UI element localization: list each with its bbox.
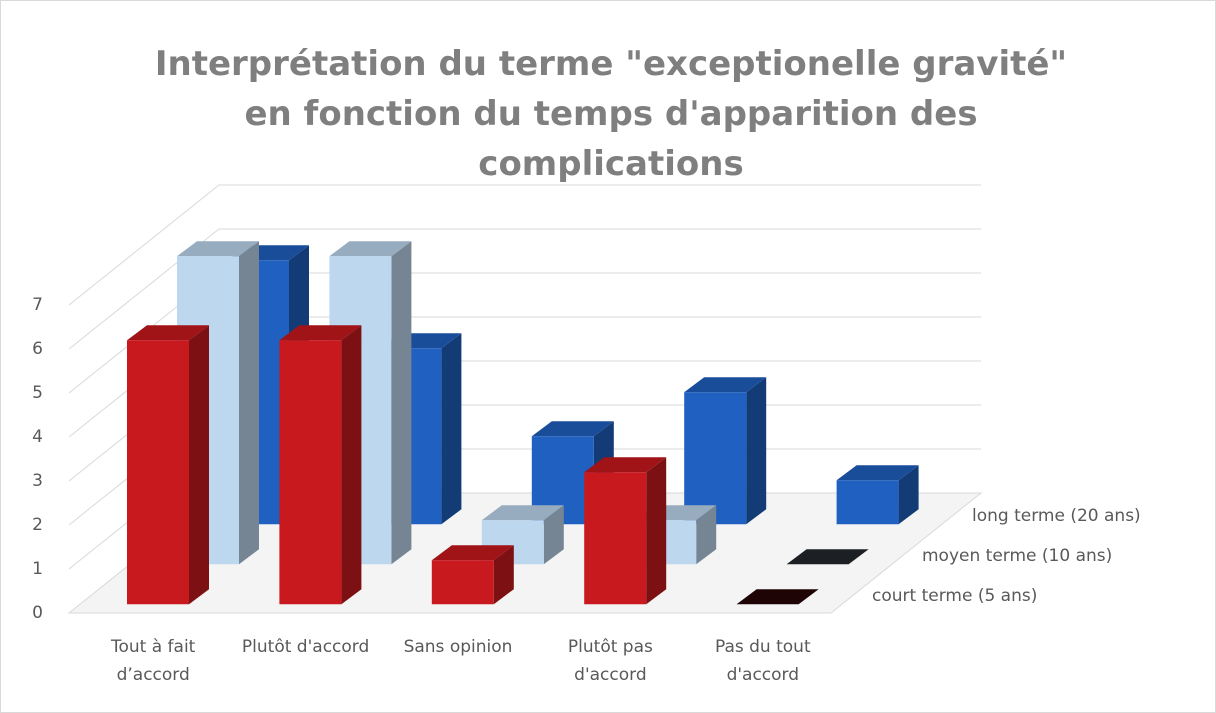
- bar-top: [329, 241, 412, 257]
- bar-side: [391, 241, 412, 565]
- bar-front: [836, 480, 899, 525]
- bar-side: [341, 325, 362, 605]
- bar-side: [493, 545, 514, 605]
- bar-top: [177, 241, 259, 257]
- legend-label: moyen terme (10 ans): [922, 546, 1112, 566]
- x-tick-label: Pas du tout d'accord: [714, 637, 811, 685]
- y-tick-label: 7: [32, 295, 43, 315]
- y-tick-label: 1: [32, 559, 43, 579]
- chart-title: Interprétation du terme "exceptionelle g…: [154, 44, 1068, 184]
- bar: [736, 589, 819, 605]
- bar: [127, 325, 209, 605]
- bar: [684, 377, 767, 525]
- bar-top: [584, 457, 667, 473]
- bar-side: [898, 465, 919, 525]
- bar-side: [441, 333, 462, 525]
- legend-label: long terme (20 ans): [972, 506, 1141, 526]
- y-tick-label: 5: [32, 383, 43, 403]
- x-tick-label: Tout à fait d’accord: [111, 637, 196, 685]
- y-tick-label: 6: [32, 339, 43, 359]
- bar-front: [684, 392, 747, 525]
- bar-side: [239, 241, 259, 565]
- bar: [481, 505, 564, 565]
- bar-top: [279, 325, 362, 341]
- bar-top: [786, 549, 869, 565]
- x-tick-label: Plutôt pas d'accord: [567, 637, 653, 685]
- y-tick-label: 4: [32, 427, 43, 447]
- bar-side: [746, 377, 767, 525]
- x-tick-label: Plutôt d'accord: [241, 637, 370, 657]
- bar: [279, 325, 362, 605]
- bar-side: [696, 505, 717, 565]
- bar: [584, 457, 667, 605]
- legend-label: court terme (5 ans): [872, 586, 1037, 606]
- bar-front: [279, 340, 342, 605]
- bar-top: [836, 465, 919, 481]
- bar: [431, 545, 514, 605]
- y-tick-label: 3: [32, 471, 43, 491]
- bar-side: [543, 505, 564, 565]
- bar-top: [431, 545, 514, 561]
- y-tick-label: 0: [32, 603, 43, 623]
- bar-side: [189, 325, 209, 605]
- bar-front: [584, 472, 647, 605]
- grid-line: [68, 228, 981, 350]
- bar-top: [481, 505, 564, 521]
- bar-top: [684, 377, 767, 393]
- bar-top: [736, 589, 819, 605]
- bar-side: [646, 457, 667, 605]
- bar-front: [431, 560, 494, 605]
- bar: [786, 549, 869, 565]
- x-tick-label: Sans opinion: [403, 637, 513, 657]
- bar-top: [127, 325, 209, 341]
- bar-top: [531, 421, 614, 437]
- bar-front: [127, 340, 189, 605]
- bar: [836, 465, 919, 525]
- y-tick-label: 2: [32, 515, 43, 535]
- grid-line: [68, 184, 981, 306]
- bar-front: [531, 436, 594, 525]
